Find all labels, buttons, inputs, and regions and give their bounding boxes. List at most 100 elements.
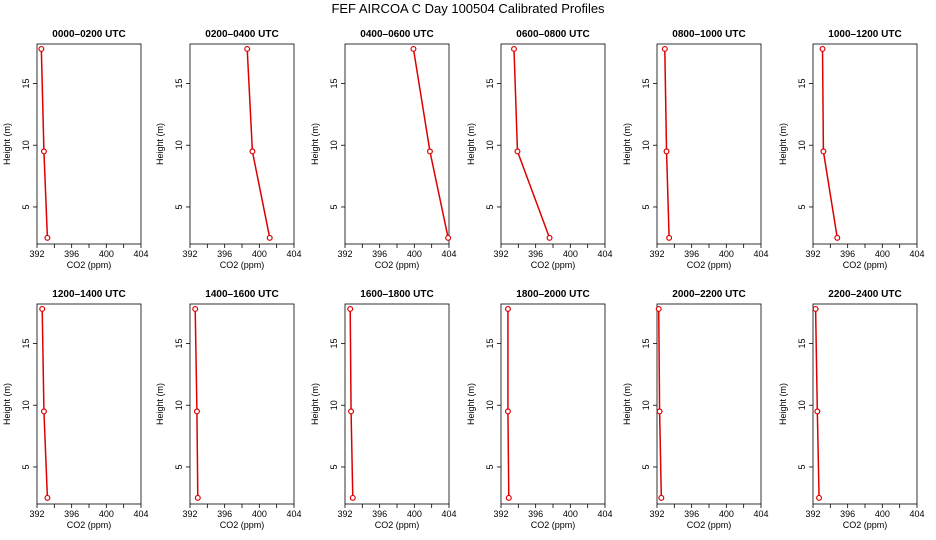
data-point — [192, 305, 199, 312]
x-axis-label: CO2 (ppm) — [375, 520, 420, 530]
data-point — [249, 148, 256, 155]
y-tick-label: 15 — [329, 78, 339, 88]
data-point — [663, 148, 670, 155]
x-tick-label: 400 — [719, 249, 734, 259]
profile-line — [41, 308, 49, 498]
profile-line — [349, 308, 354, 498]
x-tick-label: 404 — [133, 249, 148, 259]
profile-line — [40, 48, 49, 238]
data-point — [812, 305, 819, 312]
data-point — [658, 494, 665, 501]
x-tick-label: 396 — [528, 509, 543, 519]
x-axis-label: CO2 (ppm) — [531, 260, 576, 270]
x-tick-label: 392 — [649, 509, 664, 519]
y-tick-label: 15 — [485, 338, 495, 348]
x-tick-label: 392 — [337, 509, 352, 519]
y-tick-label: 10 — [21, 140, 31, 150]
x-axis-label: CO2 (ppm) — [531, 520, 576, 530]
x-axis-label: CO2 (ppm) — [687, 260, 732, 270]
profile-line — [814, 308, 820, 498]
profile-line — [194, 308, 199, 498]
x-tick-label: 404 — [753, 509, 768, 519]
y-axis-label: Height (m) — [778, 383, 788, 425]
panel-10: 1800–2000 UTC 392 396 400 404 5 10 15 CO2 (ppm) H… — [466, 289, 613, 530]
x-tick-label: 392 — [649, 249, 664, 259]
data-point — [40, 408, 47, 415]
panel-2: 0200–0400 UTC 392 396 400 404 5 10 15 CO2 (ppm) H… — [155, 29, 302, 270]
y-tick-label: 5 — [485, 204, 495, 209]
x-tick-label: 396 — [217, 249, 232, 259]
y-tick-label: 15 — [21, 78, 31, 88]
data-point — [44, 234, 51, 241]
panel-title: 1600–1800 UTC — [360, 289, 433, 300]
y-tick-label: 10 — [174, 140, 184, 150]
data-point — [40, 148, 47, 155]
data-point — [814, 408, 821, 415]
y-axis-label: Height (m) — [155, 123, 165, 165]
data-point — [347, 305, 354, 312]
y-tick-label: 15 — [174, 338, 184, 348]
x-tick-label: 396 — [840, 509, 855, 519]
x-axis-label: CO2 (ppm) — [843, 260, 888, 270]
y-tick-label: 15 — [329, 338, 339, 348]
y-tick-label: 5 — [485, 464, 495, 469]
y-tick-label: 15 — [485, 78, 495, 88]
panel-title: 1000–1200 UTC — [828, 29, 901, 40]
x-tick-label: 400 — [252, 509, 267, 519]
plot-frame — [812, 43, 918, 245]
panel-9: 1600–1800 UTC 392 396 400 404 5 10 15 CO2 (ppm) H… — [310, 289, 457, 530]
x-tick-label: 400 — [99, 249, 114, 259]
x-tick-label: 404 — [597, 509, 612, 519]
profile-line — [246, 48, 271, 238]
x-tick-label: 392 — [805, 249, 820, 259]
x-tick-label: 400 — [99, 509, 114, 519]
plot-frame — [189, 303, 295, 505]
x-tick-label: 404 — [909, 509, 924, 519]
data-point — [511, 45, 518, 52]
panel-title: 1200–1400 UTC — [52, 289, 125, 300]
x-tick-label: 404 — [286, 509, 301, 519]
data-point — [834, 234, 841, 241]
panel-7: 1200–1400 UTC 392 396 400 404 5 10 15 CO2 (ppm) H… — [2, 289, 149, 530]
data-point — [39, 305, 46, 312]
y-tick-label: 10 — [174, 400, 184, 410]
panel-title: 1800–2000 UTC — [516, 289, 589, 300]
y-tick-label: 10 — [485, 140, 495, 150]
panel-title: 0200–0400 UTC — [205, 29, 278, 40]
x-tick-label: 396 — [684, 509, 699, 519]
plot-frame — [500, 303, 606, 505]
profile-line — [507, 308, 510, 498]
panel-6: 1000–1200 UTC 392 396 400 404 5 10 15 CO2 (ppm) H… — [778, 29, 925, 270]
y-tick-label: 15 — [641, 338, 651, 348]
data-point — [546, 234, 553, 241]
x-tick-label: 400 — [875, 509, 890, 519]
x-tick-label: 396 — [372, 249, 387, 259]
profile-line — [821, 48, 839, 238]
y-tick-label: 5 — [21, 204, 31, 209]
y-tick-label: 5 — [174, 204, 184, 209]
data-point — [244, 45, 251, 52]
x-axis-label: CO2 (ppm) — [220, 520, 265, 530]
plot-frame — [36, 303, 142, 505]
panel-5: 0800–1000 UTC 392 396 400 404 5 10 15 CO2 (ppm) H… — [622, 29, 769, 270]
y-tick-label: 5 — [641, 204, 651, 209]
y-tick-label: 10 — [641, 400, 651, 410]
y-tick-label: 10 — [329, 140, 339, 150]
panel-4: 0600–0800 UTC 392 396 400 404 5 10 15 CO2 (ppm) H… — [466, 29, 613, 270]
x-tick-label: 400 — [719, 509, 734, 519]
y-axis-label: Height (m) — [622, 123, 632, 165]
plot-frame — [344, 43, 450, 245]
y-axis-label: Height (m) — [310, 383, 320, 425]
plot-frame — [656, 303, 762, 505]
profile-line — [513, 48, 551, 239]
data-point — [38, 45, 45, 52]
plot-frame — [189, 43, 295, 245]
y-tick-label: 15 — [641, 78, 651, 88]
y-axis-label: Height (m) — [466, 123, 476, 165]
y-tick-label: 15 — [21, 338, 31, 348]
data-point — [349, 494, 356, 501]
data-point — [193, 408, 200, 415]
plot-frame — [344, 303, 450, 505]
x-tick-label: 400 — [407, 249, 422, 259]
